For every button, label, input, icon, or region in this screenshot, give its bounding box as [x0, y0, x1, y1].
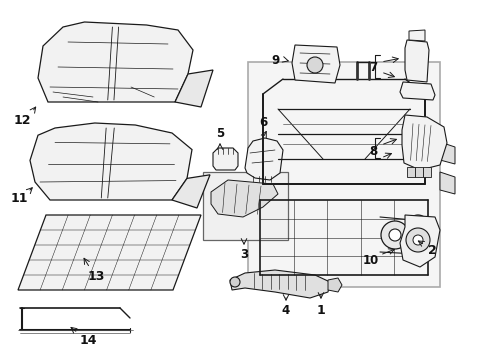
Polygon shape [172, 175, 209, 208]
Bar [247, 62, 439, 287]
Circle shape [407, 215, 427, 235]
Polygon shape [213, 148, 238, 170]
Polygon shape [401, 115, 446, 170]
Text: 11: 11 [10, 192, 28, 204]
Text: 5: 5 [215, 126, 224, 140]
Text: 7: 7 [368, 60, 376, 73]
Circle shape [380, 221, 408, 249]
Text: 6: 6 [258, 116, 266, 129]
Polygon shape [175, 70, 213, 107]
Text: 14: 14 [79, 333, 97, 346]
Polygon shape [439, 142, 454, 164]
Circle shape [412, 235, 422, 245]
Polygon shape [30, 123, 192, 200]
Text: 8: 8 [368, 144, 376, 158]
Circle shape [405, 228, 429, 252]
Polygon shape [439, 172, 454, 194]
Polygon shape [399, 82, 434, 100]
Polygon shape [18, 215, 201, 290]
Polygon shape [422, 167, 430, 177]
Circle shape [229, 277, 240, 287]
Text: 9: 9 [271, 54, 280, 67]
Polygon shape [244, 138, 283, 180]
Circle shape [306, 57, 323, 73]
Circle shape [388, 229, 400, 241]
Text: 12: 12 [13, 113, 31, 126]
Text: 2: 2 [427, 243, 435, 257]
Polygon shape [291, 45, 339, 83]
Polygon shape [327, 278, 341, 292]
Polygon shape [404, 40, 428, 82]
Text: 4: 4 [281, 305, 289, 318]
Text: 3: 3 [240, 248, 247, 261]
Text: 10: 10 [362, 253, 378, 266]
Text: 13: 13 [87, 270, 104, 284]
Polygon shape [414, 167, 422, 177]
Polygon shape [408, 30, 424, 41]
Polygon shape [210, 180, 278, 217]
Polygon shape [38, 22, 193, 102]
Polygon shape [399, 215, 439, 267]
Circle shape [413, 221, 421, 229]
Bar [203, 172, 287, 240]
Polygon shape [406, 167, 414, 177]
Text: 1: 1 [316, 305, 325, 318]
Polygon shape [229, 270, 329, 298]
